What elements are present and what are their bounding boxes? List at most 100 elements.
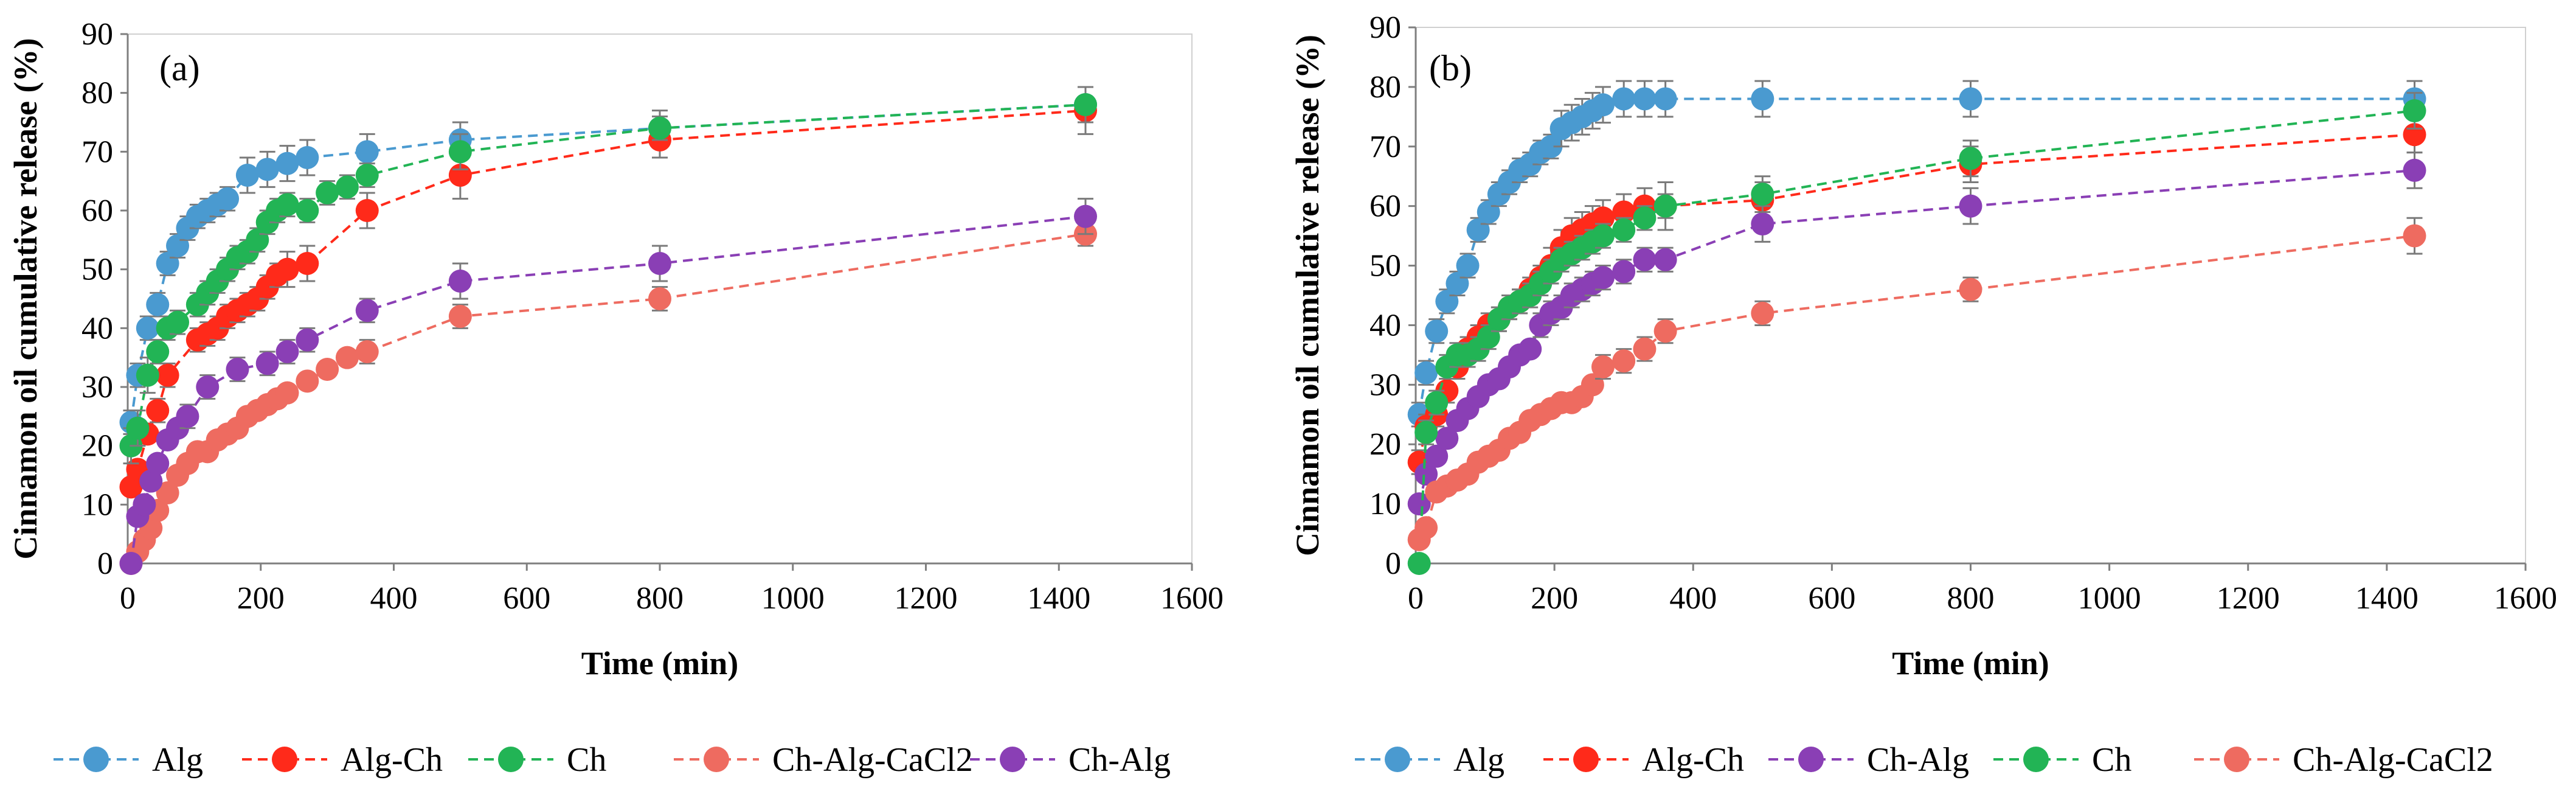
y-tick-label: 10 [81, 487, 113, 522]
y-tick-label: 90 [81, 17, 113, 52]
data-point [1435, 427, 1459, 450]
data-point [1633, 337, 1657, 361]
data-point [1539, 134, 1563, 158]
x-tick-label: 1000 [2078, 581, 2141, 616]
data-point [119, 552, 143, 575]
data-point [275, 381, 299, 405]
data-point [1959, 87, 1982, 111]
data-point [255, 158, 279, 181]
legend-entry: Alg [54, 741, 203, 779]
x-tick-label: 1600 [1160, 581, 1224, 616]
legend-entry: Ch-Alg [1768, 741, 1969, 779]
series-alg-ch [119, 86, 1097, 499]
y-tick-label: 0 [97, 546, 113, 581]
data-point [1425, 444, 1449, 468]
data-point [2403, 224, 2426, 248]
data-point [156, 481, 179, 504]
y-tick-label: 80 [1369, 70, 1401, 105]
y-tick-label: 60 [81, 193, 113, 228]
data-point [275, 257, 299, 281]
data-point [226, 358, 249, 381]
x-tick-label: 400 [1669, 581, 1717, 616]
y-tick-label: 90 [1369, 10, 1401, 45]
data-point [1407, 552, 1431, 575]
data-point [1959, 277, 1982, 301]
y-axis-title: Cinnamon oil cumulative release (%) [7, 38, 44, 560]
legend-entry: Ch-Alg-CaCl2 [2194, 741, 2493, 779]
data-point [139, 469, 163, 493]
legend-entry: Alg-Ch [242, 741, 443, 779]
data-point [1591, 93, 1615, 117]
legend-marker [1573, 747, 1599, 772]
legend-entry: Ch [468, 741, 606, 779]
data-point [1633, 87, 1657, 111]
data-point [1633, 248, 1657, 271]
x-tick-label: 1600 [2494, 581, 2557, 616]
series-ch-alg [119, 198, 1097, 575]
data-point [296, 252, 319, 275]
data-point [1425, 391, 1449, 414]
data-point [1591, 355, 1615, 378]
legend-label: Alg-Ch [1642, 741, 1744, 779]
series-ch [1407, 92, 2426, 575]
data-point [335, 346, 359, 369]
data-point [1414, 420, 1438, 444]
y-tick-label: 30 [81, 370, 113, 405]
panel-label: (a) [159, 48, 200, 88]
y-tick-label: 30 [1369, 368, 1401, 402]
series-line [1418, 169, 2415, 504]
data-point [136, 363, 159, 387]
data-point [156, 363, 179, 387]
legend-label: Ch-Alg [1068, 741, 1171, 779]
data-point [1959, 147, 1982, 170]
data-point [1456, 254, 1480, 277]
x-tick-label: 1000 [761, 581, 825, 616]
legend-label: Ch [2092, 741, 2131, 779]
legend-entry: Alg [1355, 741, 1504, 779]
legend-label: Alg-Ch [341, 741, 443, 779]
data-point [216, 187, 240, 211]
data-point [448, 305, 472, 328]
legend-marker [498, 747, 524, 772]
data-point [1612, 218, 1636, 242]
chart-panel-b: 0 10 20 30 40 50 60 70 80 90 0 200 400 600 800 1000 1200… [1289, 10, 2557, 779]
legend-label: Ch-Alg [1867, 741, 1969, 779]
data-point [235, 164, 259, 187]
data-point [1633, 206, 1657, 230]
y-tick-label: 10 [1369, 487, 1401, 521]
data-point [316, 358, 339, 381]
x-axis-title: Time (min) [1892, 645, 2049, 681]
x-tick-label: 200 [1531, 581, 1578, 616]
data-point [648, 287, 671, 310]
data-point [146, 340, 170, 363]
y-tick-label: 20 [81, 429, 113, 464]
series-ch-alg-cacl2 [1407, 217, 2426, 551]
series-ch-alg [1407, 152, 2426, 516]
legend-marker [1798, 747, 1824, 772]
legend-label: Alg [1453, 741, 1504, 779]
data-point [648, 252, 671, 275]
data-point [1414, 361, 1438, 385]
legend-label: Alg [152, 741, 203, 779]
data-point [1751, 301, 1774, 325]
data-point [296, 369, 319, 393]
data-point [296, 199, 319, 222]
legend-marker [83, 747, 109, 772]
data-point [146, 293, 170, 316]
data-point [255, 352, 279, 375]
data-point [1612, 349, 1636, 373]
series-line [1418, 234, 2415, 540]
data-point [355, 140, 379, 164]
y-tick-label: 50 [81, 253, 113, 287]
data-point [136, 316, 159, 340]
y-tick-label: 60 [1369, 189, 1401, 224]
data-point [335, 175, 359, 199]
data-point [1653, 248, 1677, 271]
data-point [275, 193, 299, 217]
x-tick-label: 1400 [2355, 581, 2418, 616]
legend-marker [2224, 747, 2249, 772]
data-point [1653, 319, 1677, 343]
x-tick-label: 800 [1947, 581, 1995, 616]
data-point [1653, 194, 1677, 218]
